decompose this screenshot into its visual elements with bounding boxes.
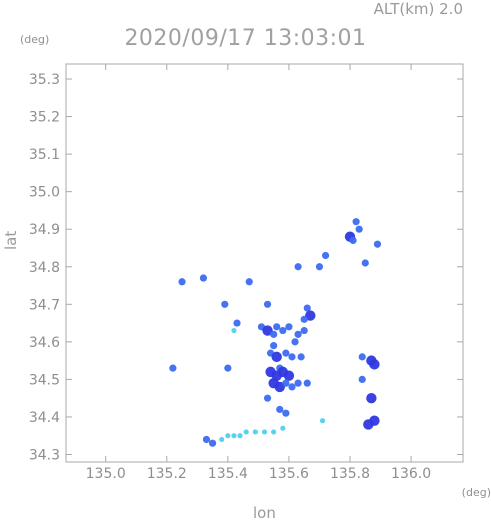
- echo-point: [274, 381, 285, 393]
- echo-point: [363, 419, 374, 430]
- echo-point: [366, 392, 377, 404]
- echo-point: [280, 425, 286, 431]
- echo-point: [237, 433, 243, 439]
- echo-point: [373, 240, 382, 248]
- y-tick-label: 34.4: [29, 410, 60, 426]
- echo-point: [245, 278, 253, 286]
- echo-point: [261, 429, 268, 435]
- echo-point: [369, 359, 380, 370]
- x-tick-label: 136.0: [391, 466, 431, 482]
- echo-point: [178, 278, 186, 286]
- echo-point: [273, 323, 281, 331]
- echo-point: [279, 326, 287, 335]
- echo-point: [283, 370, 295, 381]
- echo-point: [252, 429, 258, 435]
- x-axis-unit: (deg): [461, 486, 491, 499]
- echo-point: [225, 433, 231, 439]
- echo-point: [300, 315, 308, 323]
- echo-point: [288, 353, 296, 361]
- echo-point: [358, 375, 366, 383]
- x-tick-label: 135.0: [86, 466, 126, 482]
- echo-point: [355, 225, 363, 233]
- echo-point: [263, 394, 272, 402]
- echo-point: [233, 319, 241, 327]
- echo-point: [285, 323, 293, 331]
- echo-point: [282, 409, 290, 417]
- altitude-label: ALT(km) 2.0: [373, 0, 463, 18]
- echo-point: [208, 439, 217, 447]
- echo-point: [305, 310, 316, 321]
- x-axis-label: lon: [253, 504, 276, 522]
- echo-point: [358, 353, 366, 361]
- echo-point: [243, 429, 249, 435]
- echo-point: [294, 263, 302, 271]
- echo-point: [282, 349, 290, 357]
- chart-title: 2020/09/17 13:03:01: [124, 26, 367, 51]
- echo-point: [270, 330, 278, 338]
- x-tick-label: 135.6: [269, 466, 309, 482]
- echo-point: [297, 353, 305, 361]
- echo-point: [231, 433, 237, 439]
- echo-point: [315, 263, 324, 271]
- echo-point: [271, 351, 282, 363]
- echo-point: [352, 218, 360, 226]
- echo-point: [263, 300, 272, 308]
- plot-frame: [65, 63, 464, 463]
- echo-point: [276, 405, 284, 414]
- y-tick-label: 35.2: [29, 110, 60, 126]
- y-tick-label: 34.8: [29, 260, 60, 276]
- echo-point: [199, 274, 208, 282]
- y-axis-unit: (deg): [20, 33, 50, 46]
- echo-point: [319, 418, 326, 424]
- echo-point: [321, 251, 330, 260]
- echo-point: [294, 330, 302, 338]
- echo-point: [303, 304, 311, 312]
- echo-point: [294, 379, 302, 387]
- y-tick-label: 34.3: [29, 447, 60, 463]
- echo-point: [303, 379, 311, 387]
- echo-point: [282, 379, 290, 387]
- y-tick-label: 34.5: [29, 372, 60, 388]
- echo-point: [262, 325, 273, 336]
- y-tick-label: 34.9: [29, 222, 60, 238]
- y-tick-label: 35.0: [29, 185, 60, 201]
- echo-point: [300, 326, 308, 335]
- echo-point: [270, 342, 278, 350]
- echo-point: [221, 300, 229, 308]
- echo-point: [288, 383, 296, 391]
- echo-point: [202, 435, 211, 444]
- y-tick-label: 35.3: [29, 72, 60, 88]
- echo-point: [231, 327, 237, 334]
- echo-point: [349, 236, 357, 245]
- echo-point: [219, 436, 225, 443]
- echo-point: [169, 364, 177, 372]
- y-tick-label: 34.7: [29, 297, 60, 313]
- x-tick-label: 135.2: [147, 466, 187, 482]
- x-tick-label: 135.8: [330, 466, 370, 482]
- echo-point: [291, 338, 299, 346]
- x-tick-label: 135.4: [208, 466, 248, 482]
- echo-point: [361, 259, 369, 267]
- y-tick-label: 34.6: [29, 335, 60, 351]
- echo-point: [224, 364, 232, 372]
- y-tick-label: 35.1: [29, 147, 60, 163]
- echo-point: [271, 429, 277, 435]
